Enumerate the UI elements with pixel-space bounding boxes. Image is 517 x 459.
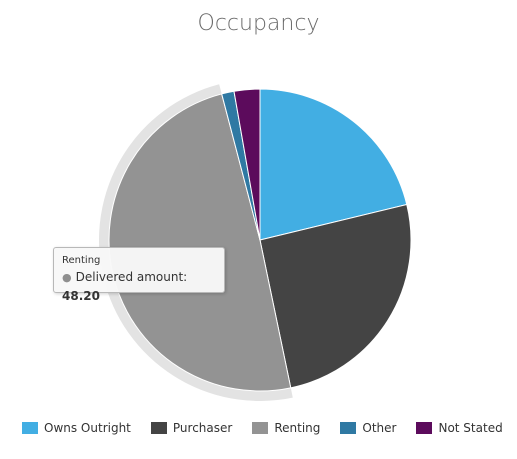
tooltip-category: Renting	[62, 255, 101, 266]
legend-label: Other	[362, 421, 397, 435]
tooltip-dot-icon: ●	[62, 271, 72, 284]
legend: Owns Outright Purchaser Renting Other Not St…	[22, 419, 512, 437]
legend-label: Purchaser	[172, 421, 233, 435]
pie-slices	[108, 88, 412, 392]
legend-label: Owns Outright	[44, 421, 131, 435]
legend-swatch	[150, 422, 167, 434]
legend-label: Renting	[274, 421, 321, 435]
legend-label: Not Stated	[438, 421, 503, 435]
legend-item-purchaser[interactable]: Purchaser	[150, 421, 233, 435]
slice-owns-outright[interactable]	[259, 88, 408, 241]
chart-title: Occupancy	[197, 11, 320, 36]
legend-swatch	[340, 422, 357, 434]
tooltip-value: 48.20	[62, 289, 100, 303]
slice-not-stated[interactable]	[233, 88, 261, 241]
legend-swatch	[416, 422, 433, 434]
legend-item-not-stated[interactable]: Not Stated	[416, 421, 503, 435]
tooltip-row: ● Delivered amount: 48.20	[62, 270, 188, 303]
tooltip: Renting ● Delivered amount: 48.20	[53, 247, 225, 303]
legend-swatch	[252, 422, 269, 434]
tooltip-label: Delivered amount	[75, 270, 184, 284]
slice-purchaser[interactable]	[259, 204, 412, 389]
legend-item-renting[interactable]: Renting	[252, 421, 320, 435]
legend-item-other[interactable]: Other	[340, 421, 396, 435]
legend-item-owns-outright[interactable]: Owns Outright	[22, 421, 131, 435]
legend-swatch	[22, 422, 38, 434]
